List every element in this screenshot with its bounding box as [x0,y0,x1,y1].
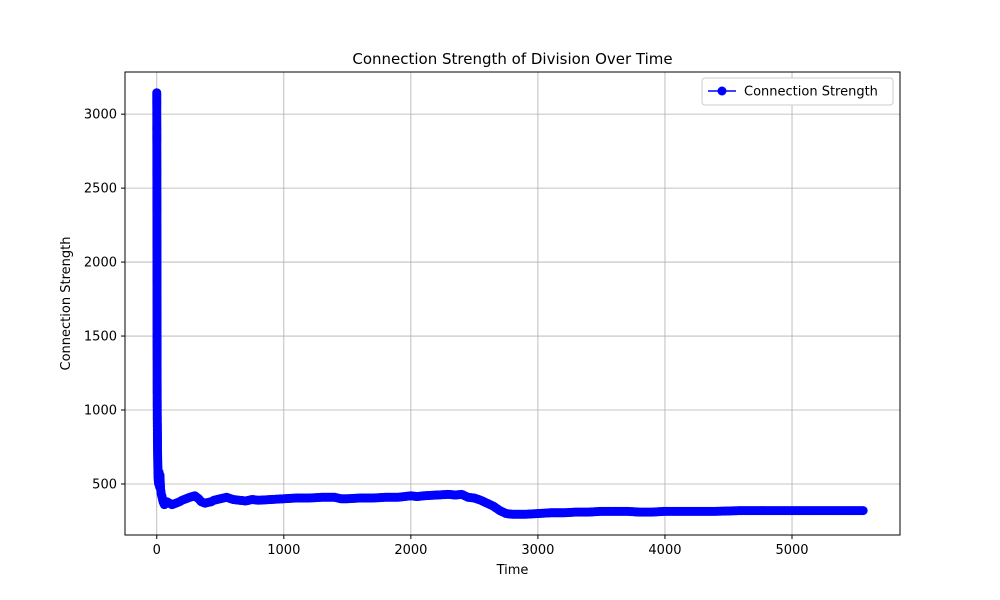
chart-title: Connection Strength of Division Over Tim… [352,50,672,68]
grid [125,72,900,535]
x-tick-label: 3000 [521,543,554,558]
y-tick-label: 3000 [84,108,117,123]
y-axis: 500 1000 1500 2000 2500 3000 [84,108,125,492]
legend: Connection Strength [701,77,894,106]
x-axis: 0 1000 2000 3000 4000 5000 [153,535,809,558]
y-tick-label: 2500 [84,182,117,197]
x-tick-label: 4000 [648,543,681,558]
y-tick-label: 1000 [84,404,117,419]
legend-marker [717,86,727,96]
legend-label: Connection Strength [744,85,878,100]
x-tick-label: 2000 [394,543,427,558]
plot-frame [124,71,901,536]
legend-box [701,77,894,106]
y-axis-label: Connection Strength [59,237,74,371]
x-tick-label: 1000 [267,543,300,558]
x-tick-label: 0 [153,543,161,558]
y-tick-label: 1500 [84,330,117,345]
x-tick-label: 5000 [775,543,808,558]
y-tick-label: 2000 [84,256,117,271]
x-axis-label: Time [496,563,529,578]
series-layer [152,88,868,519]
data-point [858,506,868,516]
y-tick-label: 500 [92,477,117,492]
